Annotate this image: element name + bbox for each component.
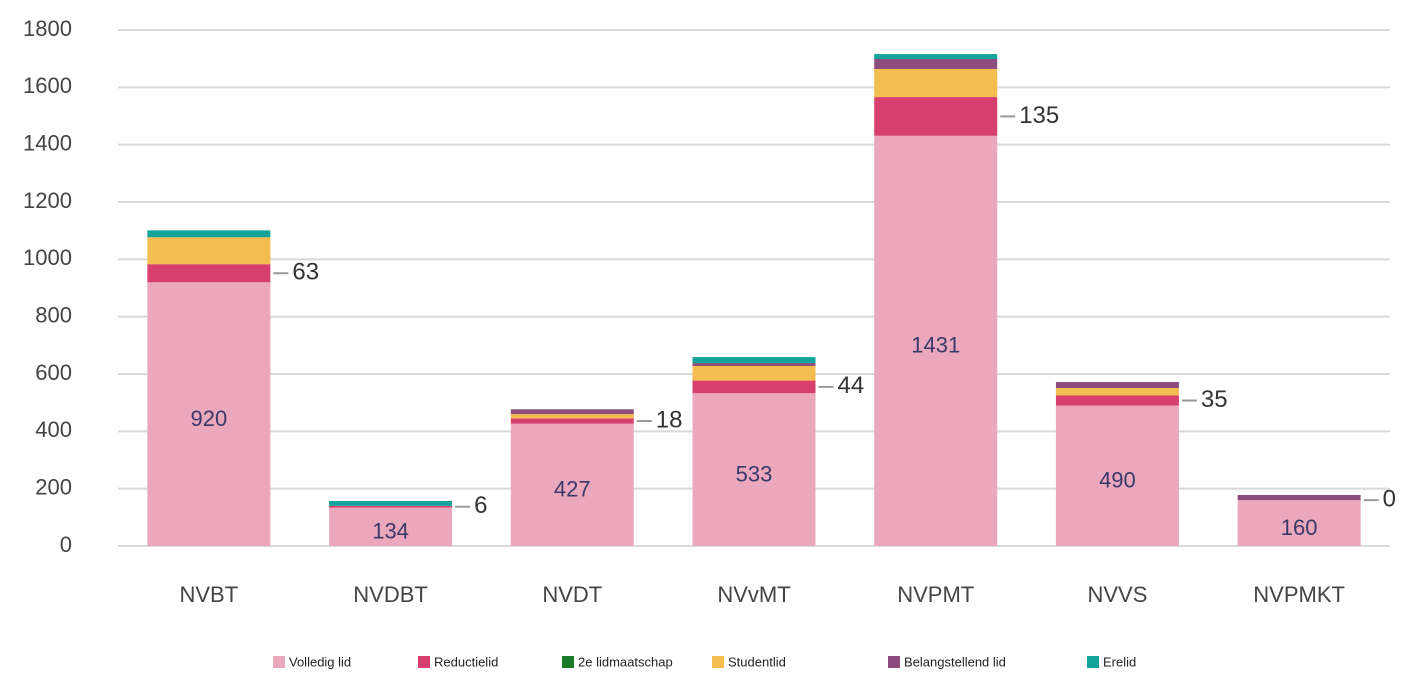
bar-segment [147, 264, 271, 283]
x-tick-label: NVDT [542, 582, 602, 607]
data-label: 18 [656, 406, 683, 433]
x-tick-label: NVPMT [897, 582, 974, 607]
data-label: 490 [1099, 468, 1136, 493]
y-tick-label: 0 [60, 532, 72, 557]
y-tick-label: 600 [35, 360, 72, 385]
bar-segment [1055, 382, 1179, 389]
bar-segment [329, 505, 453, 508]
legend-swatch [1087, 656, 1099, 668]
data-label: 920 [190, 406, 227, 431]
data-label: 533 [736, 461, 773, 486]
y-tick-label: 1200 [23, 188, 72, 213]
y-tick-label: 1800 [23, 16, 72, 41]
bar-segment [874, 97, 998, 136]
bar-segment [510, 409, 634, 415]
bar-segment [510, 418, 634, 424]
bar-segment [874, 68, 998, 98]
bar-segment [874, 54, 998, 59]
bar-segment [147, 230, 271, 238]
bar-segment [1055, 405, 1179, 546]
x-tick-label: NVPMKT [1253, 582, 1345, 607]
bar-segment [329, 500, 453, 506]
data-label: 135 [1019, 102, 1059, 129]
y-tick-label: 400 [35, 417, 72, 442]
bar-segment [692, 393, 816, 546]
legend-swatch [712, 656, 724, 668]
bar-segment [692, 365, 816, 381]
x-tick-label: NVDBT [353, 582, 428, 607]
y-tick-label: 1400 [23, 130, 72, 155]
data-label: 44 [838, 372, 865, 399]
bar-segment [329, 507, 453, 546]
legend-label: Reductielid [434, 654, 498, 669]
bar-segment [510, 414, 634, 419]
bar-segment [1237, 494, 1361, 501]
bar-segment [874, 135, 998, 546]
x-tick-label: NVVS [1087, 582, 1147, 607]
bar-segment [510, 423, 634, 546]
y-tick-label: 800 [35, 302, 72, 327]
legend-label: Volledig lid [289, 654, 351, 669]
bar-segment [1055, 388, 1179, 396]
data-label: 427 [554, 477, 591, 502]
legend-swatch [888, 656, 900, 668]
y-tick-label: 200 [35, 474, 72, 499]
data-label: 160 [1281, 515, 1318, 540]
bar-segment [147, 237, 271, 265]
data-label: 134 [372, 519, 409, 544]
x-tick-label: NVvMT [717, 582, 790, 607]
legend-swatch [273, 656, 285, 668]
legend-label: Belangstellend lid [904, 654, 1006, 669]
legend-label: 2e lidmaatschap [578, 654, 673, 669]
data-label: 0 [1383, 485, 1396, 512]
legend-label: Studentlid [728, 654, 786, 669]
y-tick-label: 1000 [23, 245, 72, 270]
bar-segment [692, 357, 816, 364]
bar-segment [692, 380, 816, 394]
data-label: 6 [474, 492, 487, 519]
bar-segment [692, 363, 816, 366]
bar-segment [1055, 395, 1179, 406]
data-label: 35 [1201, 386, 1228, 413]
legend-swatch [418, 656, 430, 668]
bar-segment [1237, 500, 1361, 546]
bar-segment [147, 282, 271, 546]
x-tick-label: NVBT [180, 582, 239, 607]
bar-segment [874, 58, 998, 69]
legend-label: Erelid [1103, 654, 1136, 669]
y-tick-label: 1600 [23, 73, 72, 98]
data-label: 63 [292, 259, 319, 286]
legend-swatch [562, 656, 574, 668]
data-label: 1431 [911, 333, 960, 358]
